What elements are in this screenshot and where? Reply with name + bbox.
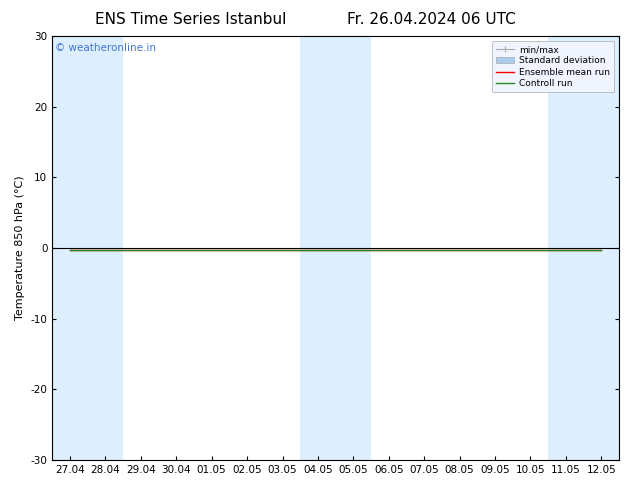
Text: © weatheronline.in: © weatheronline.in	[55, 43, 156, 52]
Bar	[87, 36, 123, 460]
Text: Fr. 26.04.2024 06 UTC: Fr. 26.04.2024 06 UTC	[347, 12, 515, 27]
Y-axis label: Temperature 850 hPa (°C): Temperature 850 hPa (°C)	[15, 176, 25, 320]
Legend: min/max, Standard deviation, Ensemble mean run, Controll run: min/max, Standard deviation, Ensemble me…	[492, 41, 614, 93]
Text: ENS Time Series Istanbul: ENS Time Series Istanbul	[94, 12, 286, 27]
Bar	[52, 36, 87, 460]
Bar	[301, 36, 335, 460]
Bar	[335, 36, 371, 460]
Bar	[548, 36, 583, 460]
Bar	[583, 36, 619, 460]
